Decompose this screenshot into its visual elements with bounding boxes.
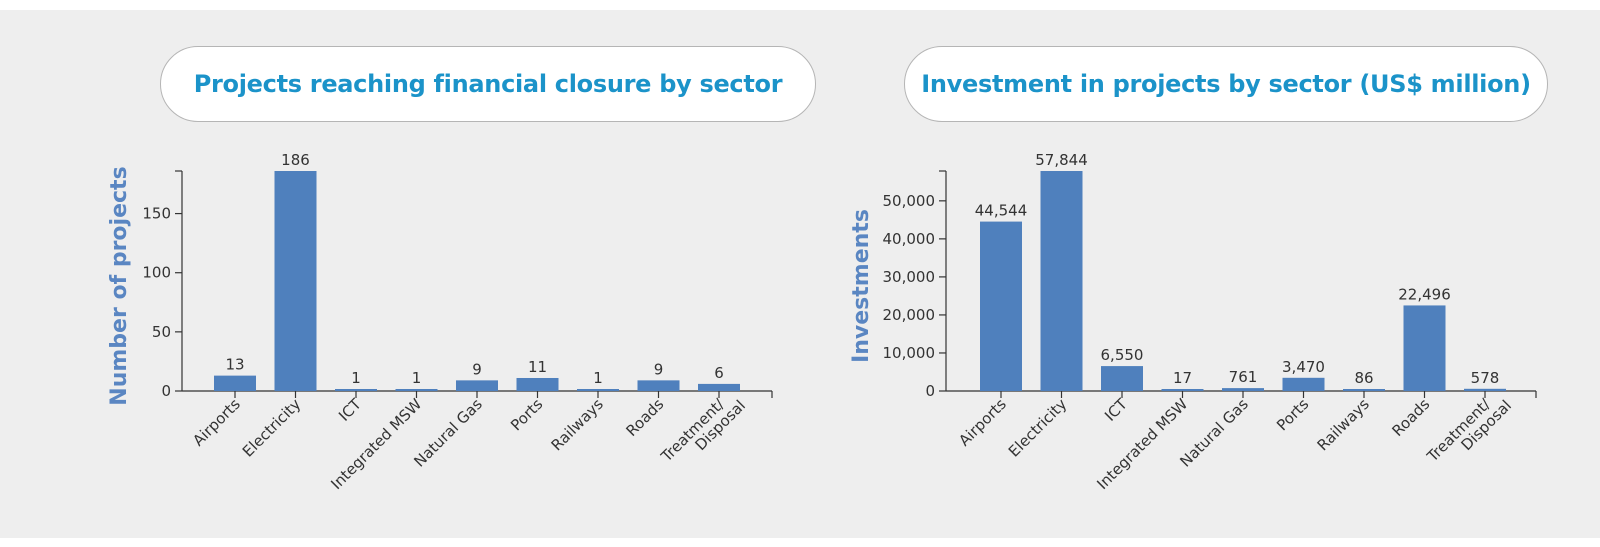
bar <box>1403 305 1446 391</box>
bar-value-label: 86 <box>1354 369 1373 387</box>
x-tick-label: Treatment/Disposal <box>1423 385 1515 477</box>
y-tick-label: 50 <box>152 323 171 341</box>
x-tick-label: Treatment/Disposal <box>657 385 749 477</box>
x-tick-label: Railways <box>1314 395 1373 454</box>
y-tick-label: 0 <box>925 382 935 400</box>
y-tick-label: 0 <box>161 382 171 400</box>
chart-title-projects: Projects reaching financial closure by s… <box>160 46 816 122</box>
bar-value-label: 186 <box>281 151 310 169</box>
chart-title-text: Projects reaching financial closure by s… <box>193 70 783 98</box>
bar <box>1464 388 1506 391</box>
y-tick-label: 10,000 <box>883 344 936 362</box>
bar <box>274 171 317 391</box>
bar <box>1222 388 1264 391</box>
bar-value-label: 1 <box>412 369 422 387</box>
bar-value-label: 3,470 <box>1282 358 1325 376</box>
x-tick-label: Electricity <box>1005 395 1071 461</box>
bar-value-label: 44,544 <box>975 202 1028 220</box>
bar <box>516 377 559 391</box>
x-tick-label: Airports <box>955 395 1010 450</box>
y-tick-label: 100 <box>142 264 171 282</box>
y-tick-label: 20,000 <box>883 306 936 324</box>
chart-title-investment: Investment in projects by sector (US$ mi… <box>904 46 1548 122</box>
bar <box>1040 171 1083 391</box>
bar <box>456 380 498 391</box>
bar-value-label: 6 <box>714 364 724 382</box>
chart-title-text: Investment in projects by sector (US$ mi… <box>921 70 1531 98</box>
bar <box>980 221 1022 391</box>
bar-value-label: 1 <box>351 369 361 387</box>
bar <box>335 389 377 391</box>
bar-value-label: 578 <box>1471 369 1500 387</box>
bar-value-label: 6,550 <box>1101 346 1144 364</box>
x-tick-label: Roads <box>1388 395 1433 440</box>
bar-value-label: 57,844 <box>1035 151 1088 169</box>
bar <box>1282 377 1325 391</box>
x-tick-label: Electricity <box>239 395 305 461</box>
x-tick-label: ICT <box>1101 395 1131 425</box>
bar-value-label: 761 <box>1229 368 1258 386</box>
bar-value-label: 1 <box>593 369 603 387</box>
bar <box>1343 389 1385 391</box>
y-tick-label: 40,000 <box>883 230 936 248</box>
bar <box>1161 389 1204 391</box>
x-tick-label: Airports <box>189 395 244 450</box>
bar <box>577 389 619 391</box>
x-tick-label: Ports <box>1273 395 1312 434</box>
bar <box>637 380 680 391</box>
bar-value-label: 11 <box>528 358 547 376</box>
x-tick-label: ICT <box>335 395 365 425</box>
y-tick-label: 50,000 <box>883 192 936 210</box>
y-axis-title: Investments <box>849 209 874 363</box>
bar <box>395 389 438 391</box>
x-tick-label: Ports <box>507 395 546 434</box>
bar <box>1101 366 1143 391</box>
y-tick-label: 30,000 <box>883 268 936 286</box>
y-tick-label: 150 <box>142 205 171 223</box>
y-axis-title: Number of projects <box>107 166 132 405</box>
bar-value-label: 9 <box>472 360 482 378</box>
x-tick-label: Roads <box>622 395 667 440</box>
bar-value-label: 13 <box>225 356 244 374</box>
bar <box>214 375 256 391</box>
chart-panel: Projects reaching financial closure by s… <box>0 10 1600 538</box>
bar <box>698 383 740 391</box>
bar-value-label: 9 <box>654 360 664 378</box>
bar-value-label: 17 <box>1173 369 1192 387</box>
bar-value-label: 22,496 <box>1398 285 1451 303</box>
x-tick-label: Railways <box>548 395 607 454</box>
